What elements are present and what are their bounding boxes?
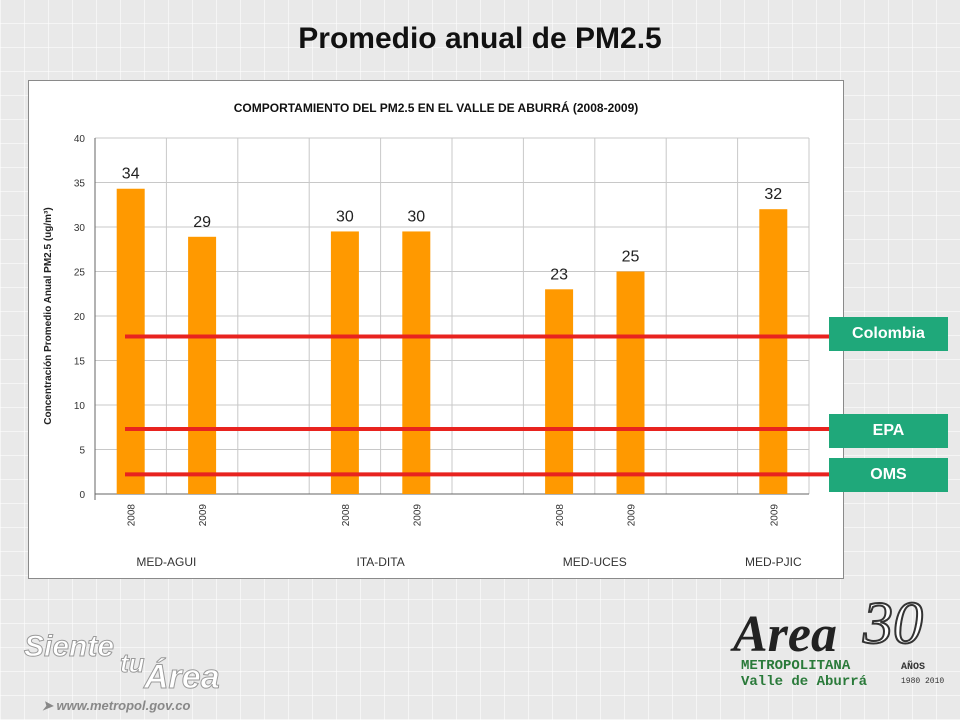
x-tick-label: 2009 [627,504,638,527]
y-tick-label: 0 [79,490,85,501]
bar-data-label: 34 [122,166,140,183]
y-tick-label: 15 [74,357,86,368]
bar-data-label: 25 [622,249,640,266]
y-tick-label: 5 [79,446,85,457]
logo-line-2: Valle de Aburrá [741,674,868,690]
bar-data-label: 30 [336,208,354,225]
area-metropolitana-logo: Area 30 METROPOLITANA Valle de Aburrá AÑ… [730,589,944,690]
legend-tag-oms: OMS [829,458,948,492]
x-tick-label: 2009 [198,504,209,527]
group-label: MED-UCES [563,555,627,569]
legend-tag-epa: EPA [829,414,948,448]
y-tick-label: 20 [74,312,86,323]
slogan-word-2: tu [120,648,145,678]
y-tick-label: 40 [74,134,86,145]
logo-years-range: 1980 2010 [901,677,944,686]
bar [616,271,645,494]
y-tick-label: 25 [74,268,86,279]
slogan-logo: Siente tu Área [24,630,221,697]
bar [188,236,217,495]
x-tick-label: 2008 [341,504,352,527]
bar [545,289,574,494]
slide-title: Promedio anual de PM2.5 [298,22,662,55]
group-label: ITA-DITA [356,555,404,569]
chart-title: COMPORTAMIENTO DEL PM2.5 EN EL VALLE DE … [233,101,639,115]
bar-data-label: 30 [407,208,425,225]
y-tick-label: 35 [74,179,86,190]
x-tick-label: 2009 [412,504,423,527]
bar-data-label: 32 [764,186,782,203]
bar-data-label: 23 [550,266,568,283]
bar [402,231,431,494]
bar-data-label: 29 [193,214,211,231]
website-text: www.metropol.gov.co [56,698,191,713]
logo-word: Area [730,606,837,663]
bar-chart: 0 5 10 15 20 25 30 35 40 Concentración Promedio A… [43,134,837,569]
x-tick-label: 2008 [555,504,566,527]
bar [330,231,359,494]
y-axis-label: Concentración Promedio Anual PM2.5 (ug/m… [43,207,54,424]
logo-years-label: AÑOS [901,660,925,673]
group-label: MED-PJIC [745,555,802,569]
arrow-icon: ➤ [42,698,57,713]
bar [116,188,145,494]
logo-line-1: METROPOLITANA [741,658,851,674]
website-link[interactable]: ➤ www.metropol.gov.co [42,698,190,714]
bar [759,209,788,494]
x-tick-label: 2008 [127,504,138,527]
y-tick-label: 30 [74,223,86,234]
slogan-word-1: Siente [24,630,114,663]
slogan-word-3: Área [143,658,220,696]
logo-number: 30 [862,590,923,656]
group-label: MED-AGUI [136,555,196,569]
y-tick-label: 10 [74,401,86,412]
legend-tag-colombia: Colombia [829,317,948,351]
x-tick-label: 2009 [769,504,780,527]
chart-frame: COMPORTAMIENTO DEL PM2.5 EN EL VALLE DE … [28,80,844,579]
